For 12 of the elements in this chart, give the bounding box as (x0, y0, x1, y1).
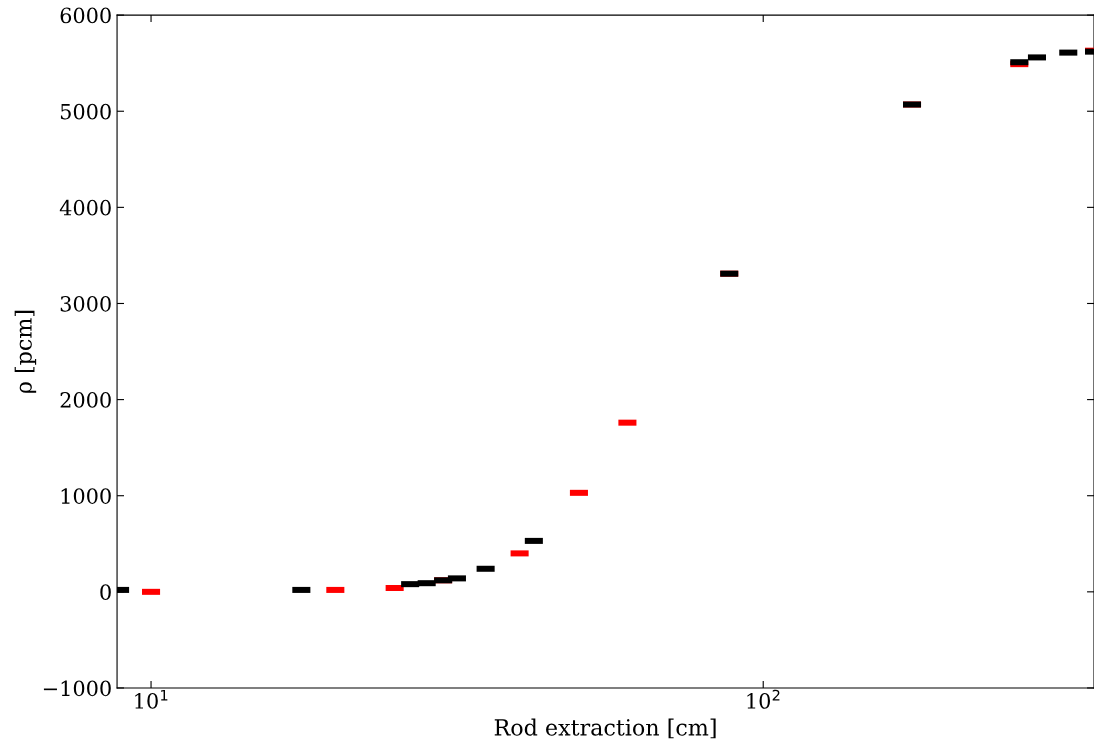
y-tick-label: 0 (100, 584, 111, 601)
y-tick-label: 6000 (60, 7, 111, 24)
y-tick-label: 2000 (60, 392, 111, 408)
y-tick-label: 1000 (61, 488, 111, 504)
y-tick-label: −1000 (43, 680, 111, 697)
y-tick-label: 3000 (60, 295, 111, 312)
x-tick-label: 10$^{2}$ (747, 689, 780, 709)
y-tick-label: 5000 (60, 103, 111, 120)
y-axis-title: ρ [pcm] (14, 310, 37, 393)
x-tick-label: 10$^{1}$ (135, 689, 168, 709)
y-tick-label: 4000 (59, 199, 111, 216)
x-axis-title: Rod extraction [cm] (494, 718, 716, 739)
